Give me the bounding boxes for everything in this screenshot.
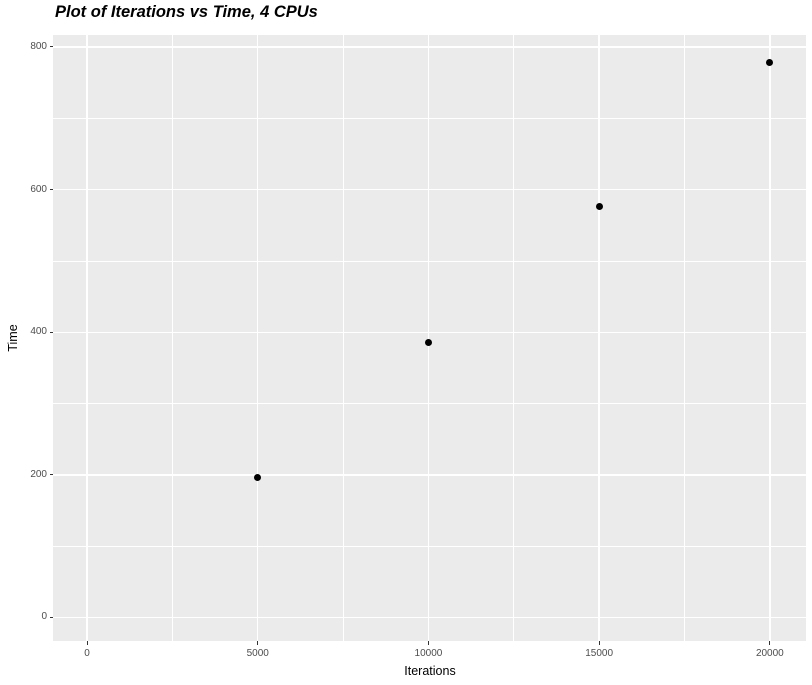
y-axis-title: Time [6,324,20,352]
y-tick-label: 400 [30,326,47,338]
minor-gridline-vertical [172,35,173,641]
data-point [424,338,432,346]
y-tick-label: 0 [41,611,47,623]
y-tick-mark [49,189,53,191]
y-tick-label: 200 [30,468,47,480]
plot-title: Plot of Iterations vs Time, 4 CPUs [55,3,318,21]
minor-gridline-horizontal [53,403,806,404]
x-tick-label: 10000 [414,648,443,659]
y-tick-label: 800 [30,40,47,52]
x-axis-title: Iterations [404,664,456,678]
major-gridline-horizontal [53,331,806,333]
minor-gridline-vertical [684,35,685,641]
major-gridline-horizontal [53,474,806,476]
major-gridline-horizontal [53,616,806,619]
major-gridline-horizontal [53,46,806,48]
x-tick-mark [427,641,429,645]
major-gridline-vertical [598,35,600,641]
x-tick-label: 0 [84,648,90,659]
minor-gridline-horizontal [53,545,806,547]
y-tick-mark [49,474,53,476]
major-gridline-horizontal [53,188,806,191]
minor-gridline-vertical [342,35,344,641]
minor-gridline-horizontal [53,260,806,262]
plot-panel [53,35,806,641]
y-tick-mark [49,616,53,618]
data-point [595,202,603,210]
x-tick-mark [86,641,88,645]
x-tick-label: 20000 [755,648,784,659]
x-tick-label: 5000 [246,648,269,659]
x-tick-mark [257,641,259,645]
y-tick-mark [49,331,53,333]
y-tick-mark [49,46,53,48]
major-gridline-vertical [86,35,88,641]
minor-gridline-vertical [513,35,515,641]
data-point [766,59,774,67]
major-gridline-vertical [427,35,430,641]
x-tick-label: 15000 [585,648,614,659]
x-tick-mark [598,641,600,645]
x-tick-mark [769,641,771,645]
major-gridline-vertical [257,35,259,641]
minor-gridline-horizontal [53,117,806,119]
major-gridline-vertical [769,35,771,641]
data-point [254,473,262,481]
y-tick-label: 600 [30,183,47,195]
